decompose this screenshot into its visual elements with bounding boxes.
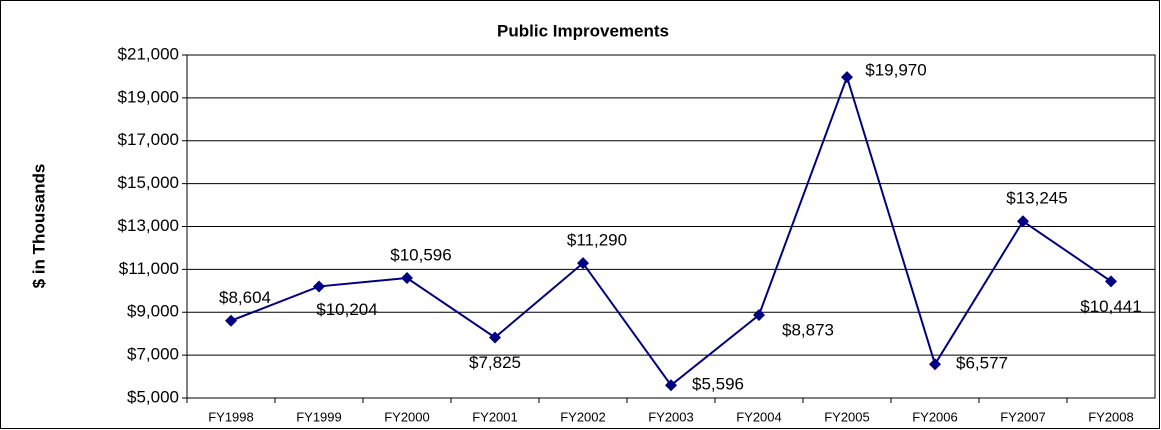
data-label: $10,441: [1080, 297, 1141, 316]
x-tick-label: FY2006: [912, 409, 958, 424]
marker: [401, 272, 413, 285]
data-label: $10,204: [316, 300, 377, 319]
x-tick-label: FY2004: [736, 409, 782, 424]
x-tick-label: FY2007: [1000, 409, 1046, 424]
y-tick-label: $17,000: [118, 130, 179, 149]
marker: [929, 358, 941, 371]
x-tick-label: FY2003: [648, 409, 694, 424]
x-tick-label: FY1998: [208, 409, 254, 424]
y-tick-label: $7,000: [127, 345, 179, 364]
y-tick-label: $13,000: [118, 216, 179, 235]
x-tick-label: FY2005: [824, 409, 870, 424]
data-label: $19,970: [865, 61, 926, 80]
data-label: $10,596: [390, 246, 451, 265]
marker: [753, 308, 765, 321]
marker: [841, 71, 853, 84]
data-label: $5,596: [692, 375, 744, 394]
data-label: $13,245: [1006, 189, 1067, 208]
marker: [1105, 275, 1117, 288]
data-label: $11,290: [567, 231, 627, 250]
marker: [225, 314, 237, 327]
y-axis-label: $ in Thousands: [29, 164, 48, 289]
x-tick-label: FY2002: [560, 409, 606, 424]
marker: [313, 280, 325, 293]
marker: [1017, 215, 1029, 228]
marker: [577, 257, 589, 270]
x-tick-label: FY1999: [296, 409, 342, 424]
x-tick-label: FY2008: [1088, 409, 1134, 424]
data-label: $8,873: [782, 320, 834, 339]
data-label: $6,577: [956, 354, 1008, 373]
y-tick-label: $5,000: [127, 387, 179, 406]
marker: [665, 379, 677, 392]
x-tick-label: FY2001: [472, 409, 518, 424]
y-tick-label: $21,000: [118, 44, 179, 63]
y-tick-label: $15,000: [118, 173, 179, 192]
y-tick-label: $9,000: [127, 302, 179, 321]
data-label: $7,825: [469, 353, 521, 372]
x-tick-label: FY2000: [384, 409, 430, 424]
y-tick-label: $11,000: [119, 259, 179, 278]
marker: [489, 331, 501, 344]
chart-title: Public Improvements: [497, 21, 669, 40]
data-label: $8,604: [219, 288, 271, 307]
y-tick-label: $19,000: [118, 87, 179, 106]
plot-border: [186, 54, 1156, 399]
